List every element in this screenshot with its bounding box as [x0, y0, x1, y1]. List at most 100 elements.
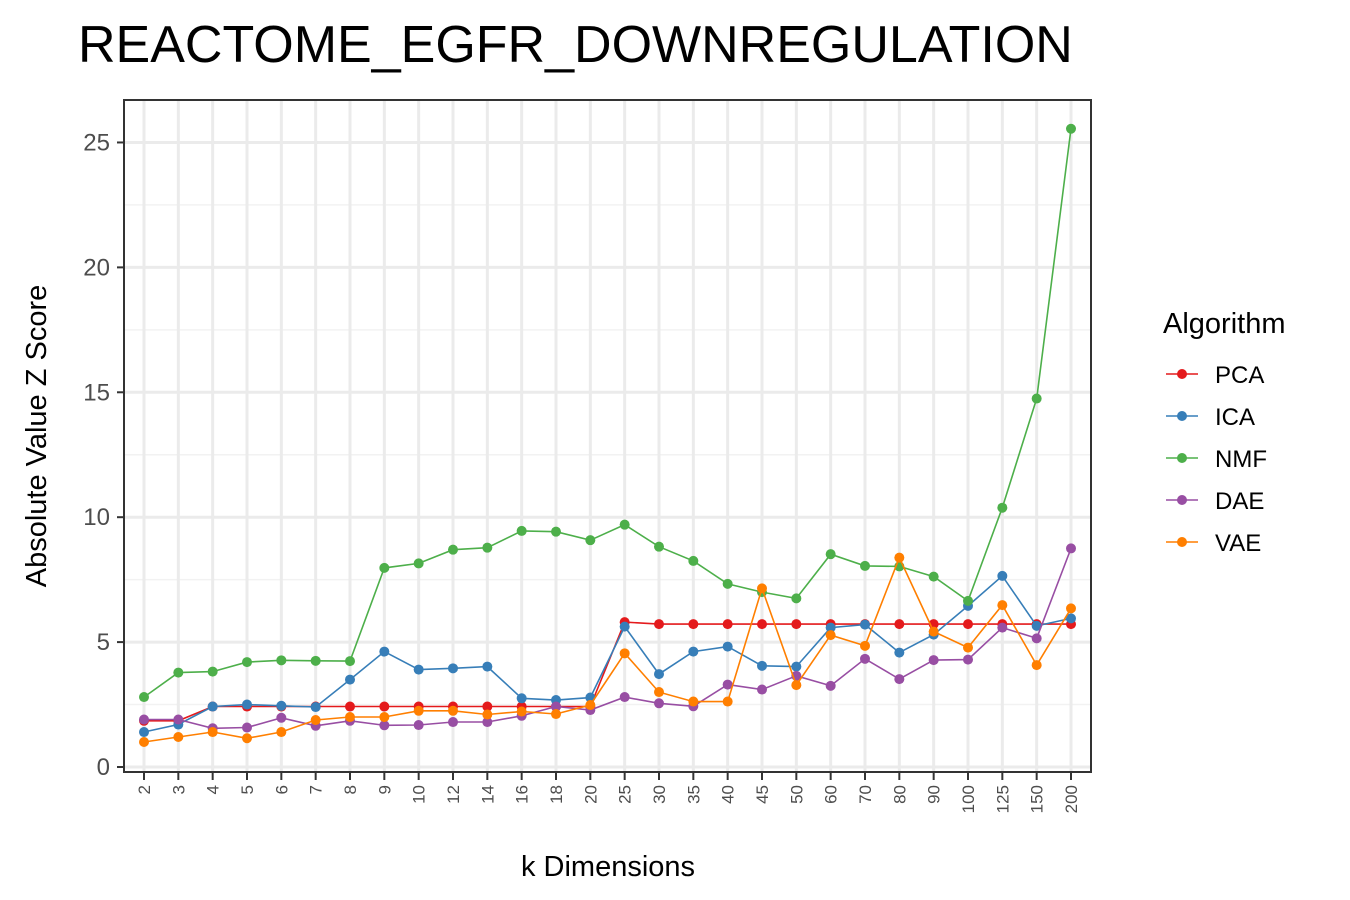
legend-item: ICA	[1166, 404, 1255, 431]
x-tick-label: 6	[272, 785, 291, 794]
data-point	[619, 621, 630, 632]
legend-label: NMF	[1215, 446, 1267, 473]
legend-label: VAE	[1215, 530, 1261, 557]
data-point	[516, 706, 527, 717]
data-point	[928, 626, 939, 637]
data-point	[207, 666, 218, 677]
x-axis-title: k Dimensions	[521, 851, 695, 883]
data-point	[276, 655, 287, 666]
legend: Algorithm PCA ICA NMF DAE VAE	[1163, 308, 1286, 557]
chart-title: REACTOME_EGFR_DOWNREGULATION	[78, 16, 1073, 74]
data-point	[551, 701, 561, 712]
data-point	[963, 595, 973, 606]
data-point	[688, 555, 699, 566]
legend-label: ICA	[1215, 404, 1255, 431]
data-point	[825, 622, 836, 633]
data-point	[757, 684, 767, 695]
legend-label: PCA	[1215, 362, 1264, 389]
x-tick-label: 18	[547, 785, 566, 804]
y-tick-label: 20	[83, 254, 110, 281]
data-point	[1066, 123, 1076, 134]
x-tick-label: 80	[890, 785, 909, 804]
data-point	[310, 715, 321, 726]
data-point	[825, 680, 836, 691]
data-point	[276, 712, 287, 723]
x-tick-label: 20	[581, 785, 600, 804]
legend-items: PCA ICA NMF DAE VAE	[1166, 362, 1267, 557]
data-point	[379, 720, 390, 731]
legend-item: NMF	[1166, 446, 1267, 473]
x-tick-label: 9	[375, 785, 394, 794]
x-axis: 2 3 4 5 6 7 8 9 10 12 14 16 18 20 25 30 35 40 45 50 60 70 80 90…	[135, 772, 1081, 813]
series-vae	[139, 552, 1076, 748]
data-point	[894, 552, 905, 563]
x-tick-label: 14	[478, 785, 497, 804]
data-point	[722, 679, 733, 690]
data-point	[173, 732, 184, 743]
x-tick-label: 8	[341, 785, 360, 794]
data-point	[963, 654, 973, 665]
data-point	[619, 648, 630, 659]
data-point	[379, 562, 390, 573]
x-tick-label: 7	[307, 785, 326, 794]
x-tick-label: 100	[959, 785, 978, 813]
legend-item: DAE	[1166, 488, 1264, 515]
legend-key-point	[1177, 369, 1187, 379]
data-point	[619, 692, 630, 703]
series-line	[144, 548, 1072, 730]
y-tick-label: 5	[97, 629, 110, 656]
series-lines	[139, 123, 1076, 748]
x-tick-label: 150	[1028, 785, 1047, 813]
data-point	[345, 656, 355, 667]
plot-panel	[123, 99, 1092, 773]
data-point	[688, 696, 699, 707]
data-point	[1031, 393, 1042, 404]
data-point	[654, 669, 664, 680]
data-point	[722, 696, 733, 707]
data-point	[825, 630, 836, 641]
data-point	[722, 641, 733, 652]
data-point	[139, 727, 149, 738]
data-point	[482, 717, 493, 728]
x-tick-label: 60	[822, 785, 841, 804]
y-tick-label: 10	[83, 504, 110, 531]
data-point	[722, 619, 733, 630]
y-tick-label: 0	[97, 754, 110, 781]
data-point	[242, 722, 252, 733]
data-point	[860, 653, 870, 664]
data-point	[379, 712, 390, 723]
data-point	[139, 692, 149, 703]
data-point	[173, 714, 184, 725]
legend-title: Algorithm	[1163, 308, 1286, 340]
x-tick-label: 5	[238, 785, 257, 794]
legend-item: VAE	[1166, 530, 1261, 557]
data-point	[997, 570, 1008, 581]
plot-border	[123, 99, 1092, 773]
data-point	[791, 593, 802, 604]
data-point	[654, 619, 664, 630]
grid-lines	[124, 100, 1091, 772]
x-tick-label: 2	[135, 785, 154, 794]
x-tick-label: 45	[753, 785, 772, 804]
series-line	[143, 574, 1072, 733]
x-tick-label: 90	[925, 785, 944, 804]
data-point	[276, 700, 287, 711]
data-point	[894, 674, 905, 685]
data-point	[242, 733, 252, 744]
data-point	[1066, 603, 1076, 614]
data-point	[654, 541, 664, 552]
data-point	[448, 705, 458, 716]
data-point	[413, 705, 424, 716]
data-point	[551, 709, 561, 720]
legend-item: PCA	[1166, 362, 1264, 389]
data-point	[276, 727, 287, 738]
data-point	[448, 544, 458, 555]
data-point	[654, 687, 664, 698]
data-point	[413, 720, 424, 731]
series-line	[143, 555, 1072, 743]
data-point	[482, 709, 493, 720]
data-point	[139, 737, 149, 748]
x-tick-label: 3	[169, 785, 188, 794]
data-point	[516, 693, 527, 704]
